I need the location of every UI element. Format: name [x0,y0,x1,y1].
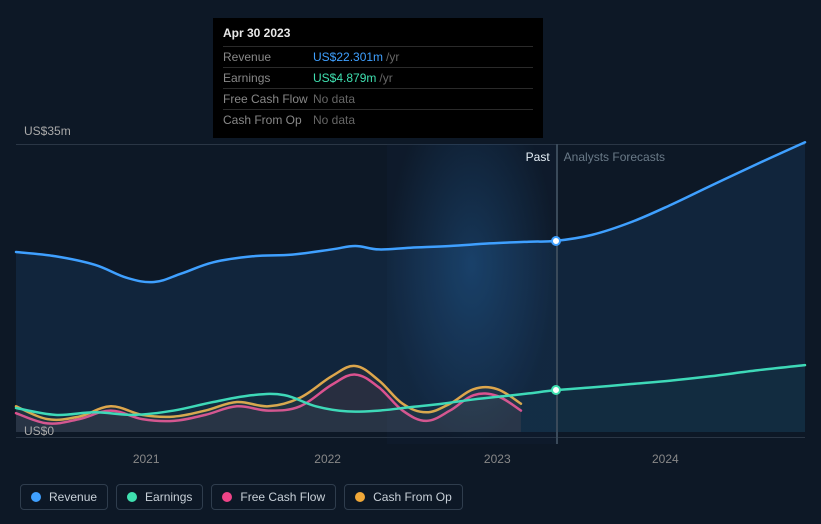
x-tick: 2021 [133,452,160,466]
tooltip-rows: RevenueUS$22.301m/yrEarningsUS$4.879m/yr… [223,46,533,130]
earnings-marker [551,385,561,395]
revenue-marker [551,236,561,246]
tooltip-row-label: Earnings [223,71,313,85]
x-tick: 2024 [652,452,679,466]
section-label-forecast: Analysts Forecasts [564,150,665,164]
x-tick: 2023 [484,452,511,466]
legend-dot-icon [355,492,365,502]
section-label-past: Past [526,150,550,164]
tooltip-row-label: Free Cash Flow [223,92,313,106]
tooltip-row-label: Revenue [223,50,313,64]
y-axis-max-label: US$35m [24,124,71,138]
chart-tooltip: Apr 30 2023 RevenueUS$22.301m/yrEarnings… [213,18,543,138]
legend-item-revenue[interactable]: Revenue [20,484,108,510]
legend-label: Free Cash Flow [240,490,325,504]
tooltip-row: EarningsUS$4.879m/yr [223,67,533,88]
legend-item-cash-from-op[interactable]: Cash From Op [344,484,463,510]
tooltip-row-label: Cash From Op [223,113,313,127]
past-forecast-divider [556,144,558,444]
legend-dot-icon [222,492,232,502]
legend-label: Earnings [145,490,192,504]
tooltip-row-value: No data [313,92,355,106]
tooltip-row-value: US$22.301m/yr [313,50,399,64]
tooltip-row: RevenueUS$22.301m/yr [223,46,533,67]
y-axis-zero-label: US$0 [24,424,54,438]
legend-label: Cash From Op [373,490,452,504]
legend-item-free-cash-flow[interactable]: Free Cash Flow [211,484,336,510]
tooltip-row: Cash From OpNo data [223,109,533,130]
x-tick: 2022 [314,452,341,466]
chart-legend: Revenue Earnings Free Cash Flow Cash From O… [20,484,463,510]
legend-label: Revenue [49,490,97,504]
tooltip-row-value: US$4.879m/yr [313,71,393,85]
legend-item-earnings[interactable]: Earnings [116,484,203,510]
legend-dot-icon [127,492,137,502]
tooltip-row: Free Cash FlowNo data [223,88,533,109]
tooltip-date: Apr 30 2023 [223,26,533,40]
revenue-area [16,142,805,432]
legend-dot-icon [31,492,41,502]
tooltip-row-value: No data [313,113,355,127]
